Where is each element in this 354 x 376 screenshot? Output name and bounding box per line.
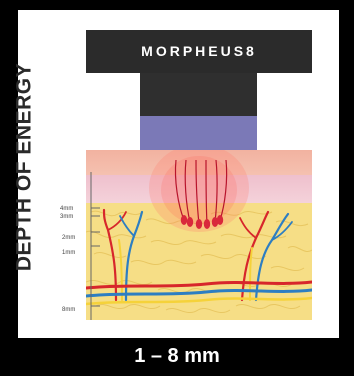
- energy-glow: [149, 150, 249, 232]
- blood-vessels-right: [239, 210, 293, 302]
- skin-cross-section: [86, 150, 312, 320]
- brand-text: MORPHEUS8: [141, 43, 257, 59]
- depth-mark-2mm: 2mm: [62, 235, 76, 241]
- deep-vessels: [86, 280, 312, 306]
- depth-scale: [90, 172, 100, 320]
- dermis-layer: [86, 175, 312, 203]
- depth-mark-8mm: 8mm: [62, 307, 76, 313]
- depth-of-energy-label: DEPTH OF ENERGY: [12, 62, 36, 272]
- device-body: [140, 73, 257, 116]
- epidermis-layer: [86, 150, 312, 175]
- device-head: MORPHEUS8: [86, 30, 312, 73]
- fat-cells: [86, 210, 312, 314]
- depth-mark-3mm: 3mm: [60, 214, 74, 220]
- depth-range-label: 1 – 8 mm: [134, 345, 220, 367]
- depth-mark-4mm: 4mm: [60, 206, 74, 212]
- depth-mark-1mm: 1mm: [62, 250, 76, 256]
- needle-tips: [180, 215, 224, 229]
- device-tip: [140, 116, 257, 150]
